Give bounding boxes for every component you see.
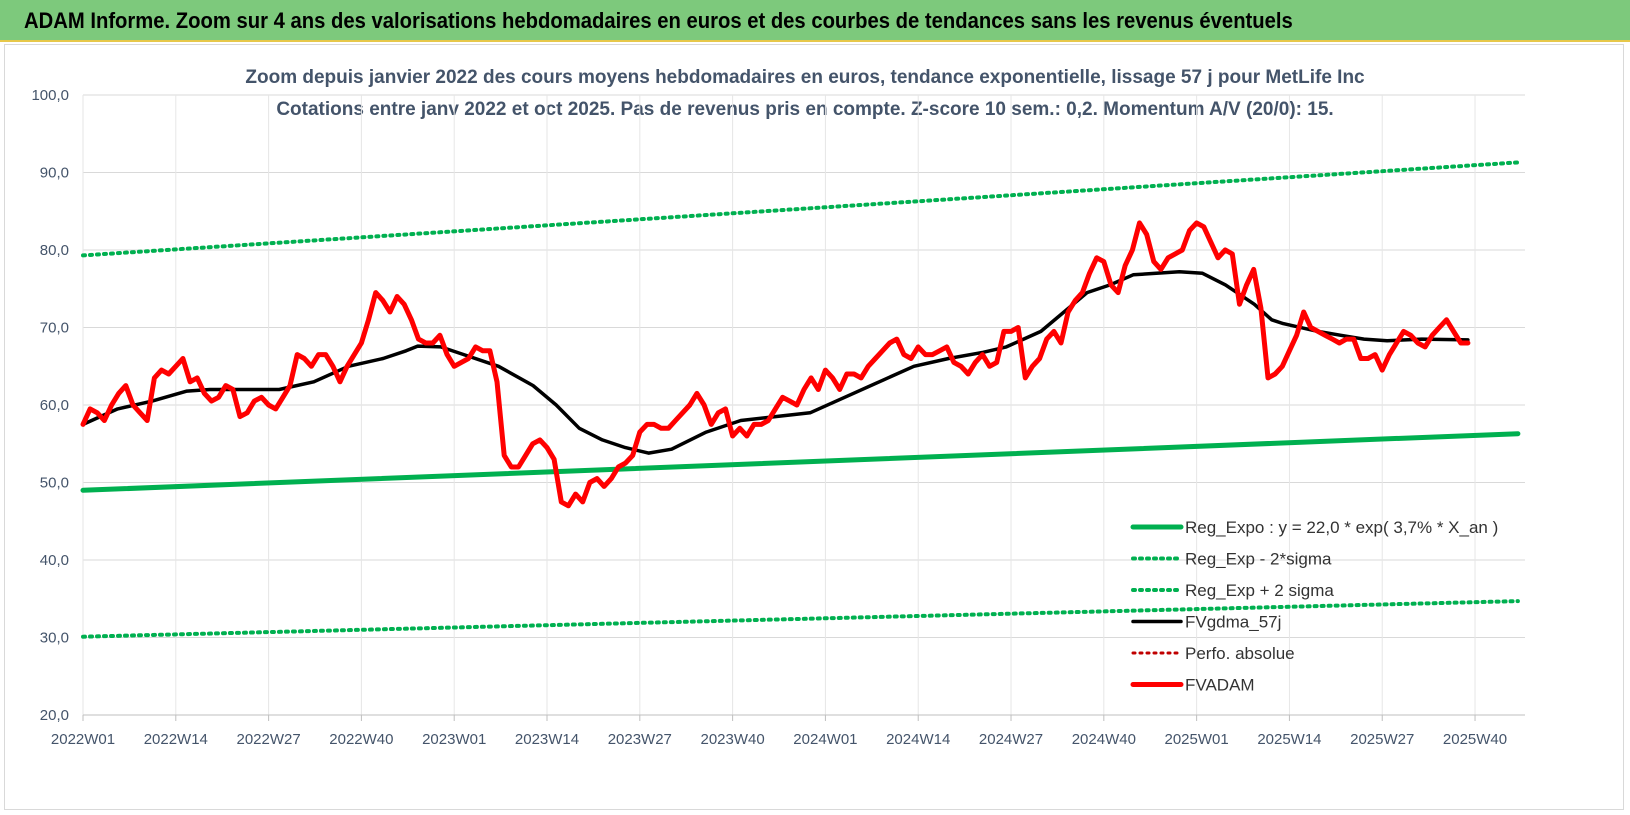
chart-frame: Zoom depuis janvier 2022 des cours moyen… xyxy=(4,44,1624,810)
y-tick-label: 50,0 xyxy=(40,475,69,492)
series-line-2 xyxy=(81,160,1520,258)
legend-label: FVgdma_57j xyxy=(1185,613,1281,632)
x-tick-label: 2022W14 xyxy=(144,731,208,748)
grid-lines xyxy=(82,94,1525,716)
y-tick-label: 80,0 xyxy=(40,242,69,259)
x-tick-label: 2022W01 xyxy=(51,731,115,748)
series-lines xyxy=(80,160,1521,639)
y-axis-ticks: 20,0 30,0 40,0 50,0 60,0 70,0 80,0 90,0 100,0 xyxy=(31,87,69,724)
x-tick-label: 2023W14 xyxy=(515,731,579,748)
legend-label: Reg_Expo : y = 22,0 * exp( 3,7% * X_an ) xyxy=(1185,518,1498,537)
legend-label: FVADAM xyxy=(1185,676,1255,695)
chart-subtitle: Cotations entre janv 2022 et oct 2025. P… xyxy=(276,99,1333,120)
x-tick-label: 2024W40 xyxy=(1072,731,1136,748)
legend: Reg_Expo : y = 22,0 * exp( 3,7% * X_an )… xyxy=(1130,518,1498,695)
x-tick-label: 2022W40 xyxy=(329,731,393,748)
x-axis-ticks: 2022W01 2022W14 2022W27 2022W40 2023W01 2023W… xyxy=(51,714,1525,748)
y-tick-label: 30,0 xyxy=(40,630,69,647)
y-tick-label: 70,0 xyxy=(40,320,69,337)
x-tick-label: 2024W01 xyxy=(793,731,857,748)
x-tick-label: 2025W40 xyxy=(1443,731,1507,748)
x-tick-label: 2023W40 xyxy=(701,731,765,748)
chart-title: Zoom depuis janvier 2022 des cours moyen… xyxy=(245,67,1365,88)
x-tick-label: 2025W27 xyxy=(1350,731,1414,748)
series-line-1 xyxy=(81,599,1520,639)
chart-plot: Zoom depuis janvier 2022 des cours moyen… xyxy=(31,67,1525,748)
page-title: ADAM Informe. Zoom sur 4 ans des valoris… xyxy=(24,8,1293,33)
y-tick-label: 100,0 xyxy=(31,87,69,104)
y-tick-label: 40,0 xyxy=(40,552,69,569)
legend-label: Perfo. absolue xyxy=(1185,644,1295,663)
x-tick-label: 2024W14 xyxy=(886,731,950,748)
x-tick-label: 2022W27 xyxy=(236,731,300,748)
x-tick-label: 2025W01 xyxy=(1165,731,1229,748)
series-line-5 xyxy=(80,220,1471,509)
legend-label: Reg_Exp + 2 sigma xyxy=(1185,581,1334,600)
x-tick-label: 2023W01 xyxy=(422,731,486,748)
legend-label: Reg_Exp - 2*sigma xyxy=(1185,550,1332,569)
y-tick-label: 90,0 xyxy=(40,165,69,182)
x-tick-label: 2025W14 xyxy=(1257,731,1321,748)
y-tick-label: 60,0 xyxy=(40,397,69,414)
x-tick-label: 2024W27 xyxy=(979,731,1043,748)
series-line-0 xyxy=(80,431,1521,493)
title-bar: ADAM Informe. Zoom sur 4 ans des valoris… xyxy=(0,0,1630,42)
y-tick-label: 20,0 xyxy=(40,707,69,724)
series-line-3 xyxy=(81,269,1470,455)
x-tick-label: 2023W27 xyxy=(608,731,672,748)
